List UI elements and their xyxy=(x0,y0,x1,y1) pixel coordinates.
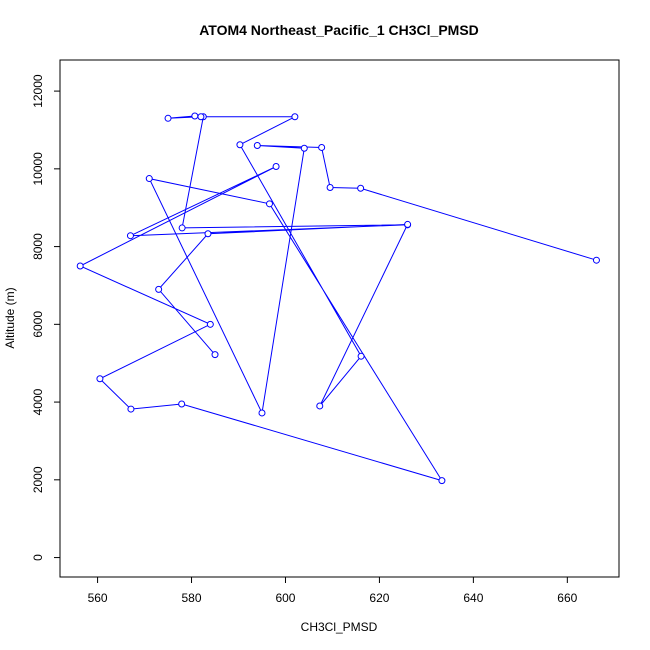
data-point xyxy=(211,351,219,359)
x-tick-label: 600 xyxy=(275,591,295,605)
data-point xyxy=(155,285,163,293)
chart-title: ATOM4 Northeast_Pacific_1 CH3Cl_PMSD xyxy=(199,22,479,38)
data-point xyxy=(164,114,172,122)
data-point xyxy=(592,256,600,264)
y-tick-label: 6000 xyxy=(31,311,45,338)
data-point xyxy=(266,200,274,208)
data-point xyxy=(258,409,266,417)
data-point xyxy=(197,113,205,121)
x-axis: 560 580 600 620 640 660 xyxy=(88,576,578,605)
series-layer xyxy=(76,112,600,485)
data-point xyxy=(76,262,84,270)
data-point xyxy=(438,477,446,485)
data-point xyxy=(318,143,326,151)
x-tick-label: 580 xyxy=(182,591,202,605)
y-tick-label: 4000 xyxy=(31,388,45,415)
data-point xyxy=(178,400,186,408)
data-point xyxy=(357,184,365,192)
data-point xyxy=(191,112,199,120)
y-axis-label: Altitude (m) xyxy=(3,287,17,348)
x-tick-label: 620 xyxy=(369,591,389,605)
data-point xyxy=(204,230,212,238)
x-tick-label: 660 xyxy=(557,591,577,605)
y-tick-label: 8000 xyxy=(31,233,45,260)
x-tick-label: 640 xyxy=(463,591,483,605)
data-point xyxy=(178,224,186,232)
data-point xyxy=(236,141,244,149)
y-axis: 0 2000 4000 6000 8000 10000 12000 xyxy=(31,74,61,561)
data-point xyxy=(357,352,365,360)
data-point xyxy=(253,142,261,150)
data-point xyxy=(404,220,412,228)
data-point xyxy=(326,184,334,192)
data-point xyxy=(316,402,324,410)
x-axis-label: CH3Cl_PMSD xyxy=(301,620,378,634)
data-point xyxy=(127,405,135,413)
data-point xyxy=(96,375,104,383)
data-point xyxy=(145,175,153,183)
x-tick-label: 560 xyxy=(88,591,108,605)
data-point xyxy=(272,163,280,171)
y-tick-label: 12000 xyxy=(31,74,45,108)
data-point xyxy=(126,232,134,240)
y-tick-label: 10000 xyxy=(31,152,45,186)
data-point xyxy=(291,113,299,121)
y-tick-label: 0 xyxy=(31,554,45,561)
series-line xyxy=(79,115,597,482)
y-tick-label: 2000 xyxy=(31,466,45,493)
data-point xyxy=(300,144,308,152)
data-point xyxy=(206,320,214,328)
